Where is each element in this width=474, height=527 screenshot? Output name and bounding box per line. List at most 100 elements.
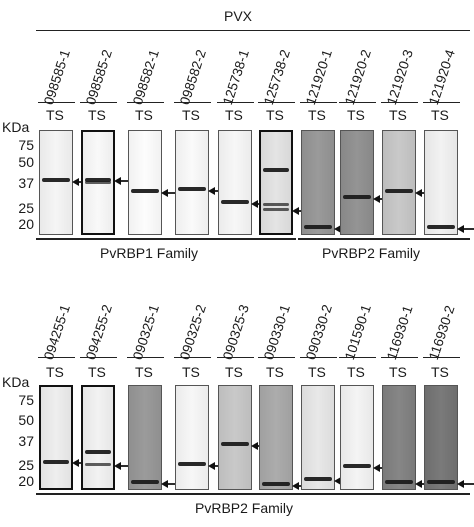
protein-band xyxy=(342,464,372,468)
ts-label: TS xyxy=(389,107,407,123)
ts-label: TS xyxy=(182,364,200,380)
family-bracket xyxy=(36,238,296,240)
blot-lane xyxy=(218,385,252,490)
blot-lane xyxy=(259,385,293,490)
sample-rule xyxy=(217,357,254,358)
sample-label: 125738-1 xyxy=(220,47,252,107)
ts-label: TS xyxy=(266,107,284,123)
ts-label: TS xyxy=(431,364,449,380)
sample-label: 094255-1 xyxy=(41,302,73,362)
marker-label: 50 xyxy=(18,154,34,170)
blot-lane xyxy=(128,385,162,490)
protein-band xyxy=(42,460,70,465)
sample-rule xyxy=(127,102,164,103)
sample-label: 098582-2 xyxy=(177,47,209,107)
blot-lane xyxy=(340,130,374,235)
protein-band xyxy=(130,480,160,484)
ts-label: TS xyxy=(308,107,326,123)
marker-label: 50 xyxy=(18,412,34,428)
protein-band xyxy=(220,441,250,446)
marker-label: 75 xyxy=(18,137,34,153)
blot-lane xyxy=(81,385,115,490)
protein-band xyxy=(41,178,71,183)
protein-band xyxy=(261,482,291,487)
sample-label: 090330-2 xyxy=(303,302,335,362)
protein-band xyxy=(84,177,112,182)
sample-rule xyxy=(381,357,418,358)
sample-rule xyxy=(258,102,295,103)
sample-rule xyxy=(38,102,75,103)
sample-label: 090330-1 xyxy=(261,302,293,362)
blot-lane xyxy=(424,385,458,490)
ts-label: TS xyxy=(88,107,106,123)
blot-lane xyxy=(175,130,209,235)
ts-label: TS xyxy=(135,107,153,123)
sample-rule xyxy=(423,357,460,358)
ts-label: TS xyxy=(135,364,153,380)
marker-label: 25 xyxy=(18,457,34,473)
marker-label: 20 xyxy=(18,473,34,489)
family-label: PvRBP1 Family xyxy=(100,245,199,261)
ts-label: TS xyxy=(182,107,200,123)
ts-label: TS xyxy=(225,364,243,380)
protein-band xyxy=(303,476,333,481)
blot-lane xyxy=(301,130,335,235)
blot-lane xyxy=(39,130,73,235)
kda-label-top: KDa xyxy=(2,119,30,135)
protein-band xyxy=(262,203,290,207)
header-divider xyxy=(36,30,470,31)
protein-band xyxy=(262,167,290,172)
sample-rule xyxy=(339,357,376,358)
protein-band xyxy=(303,225,333,230)
protein-band xyxy=(84,181,112,185)
protein-band xyxy=(177,187,207,192)
blot-lane xyxy=(424,130,458,235)
sample-label: 101590-1 xyxy=(342,302,374,362)
sample-rule xyxy=(217,102,254,103)
kda-label-bottom: KDa xyxy=(2,374,30,390)
family-bracket xyxy=(36,493,470,495)
protein-band xyxy=(220,199,250,204)
protein-band xyxy=(177,461,207,466)
marker-label: 37 xyxy=(18,175,34,191)
sample-rule xyxy=(80,102,117,103)
sample-rule xyxy=(300,102,337,103)
ts-label: TS xyxy=(347,107,365,123)
protein-band xyxy=(84,449,112,454)
sample-rule xyxy=(127,357,164,358)
marker-label: 25 xyxy=(18,200,34,216)
ts-label: TS xyxy=(347,364,365,380)
sample-label: 090325-2 xyxy=(177,302,209,362)
ts-label: TS xyxy=(46,364,64,380)
sample-rule xyxy=(174,102,211,103)
blot-lane xyxy=(175,385,209,490)
blot-lane xyxy=(340,385,374,490)
sample-rule xyxy=(339,102,376,103)
protein-band xyxy=(342,195,372,200)
family-label: PvRBP2 Family xyxy=(195,500,294,516)
sample-rule xyxy=(174,357,211,358)
sample-rule xyxy=(80,357,117,358)
band-arrow-icon xyxy=(457,221,474,234)
ts-label: TS xyxy=(46,107,64,123)
protein-band xyxy=(384,189,414,194)
protein-band xyxy=(130,189,160,194)
protein-band xyxy=(384,480,414,484)
family-label: PvRBP2 Family xyxy=(322,245,421,261)
sample-rule xyxy=(300,357,337,358)
ts-label: TS xyxy=(308,364,326,380)
family-bracket xyxy=(298,238,470,240)
protein-band xyxy=(426,480,456,484)
sample-label: 121920-1 xyxy=(303,47,335,107)
sample-label: 090325-1 xyxy=(130,302,162,362)
sample-label: 116930-1 xyxy=(384,303,416,362)
blot-lane xyxy=(301,385,335,490)
sample-rule xyxy=(423,102,460,103)
sample-label: 121920-2 xyxy=(342,47,374,107)
band-arrow-icon xyxy=(457,476,474,488)
sample-label: 121920-4 xyxy=(426,47,458,107)
blot-lane xyxy=(382,385,416,490)
ts-label: TS xyxy=(225,107,243,123)
protein-band xyxy=(426,225,456,230)
sample-label: 098585-1 xyxy=(41,47,73,107)
